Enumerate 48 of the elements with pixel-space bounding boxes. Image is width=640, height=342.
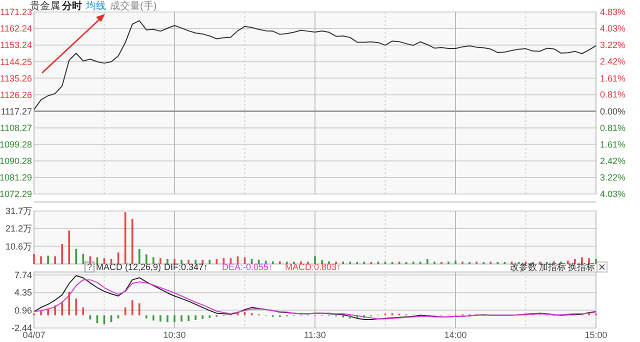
annotation: 换指标 — [568, 262, 595, 272]
y2-tick-label: 4.83% — [600, 7, 626, 18]
x-tick-label: 15:00 — [584, 330, 608, 340]
y-tick-label: 1153.24 — [0, 40, 32, 50]
y2-tick-label: 0.81% — [600, 123, 626, 134]
y-tick-label: 31.7万 — [5, 206, 32, 216]
annotation: 改参数 — [510, 262, 537, 272]
y-tick-label: 7.74 — [14, 270, 32, 280]
y-tick-label: 1099.28 — [0, 140, 32, 150]
y2-tick-label: 0.81% — [600, 90, 626, 100]
annotation: 分时 — [61, 0, 82, 12]
y-tick-label: 1117.27 — [0, 106, 32, 116]
x-tick-label: 14:00 — [444, 330, 467, 340]
y2-tick-label: 2.42% — [600, 156, 626, 166]
annotation: 加指标 — [539, 262, 566, 272]
y2-tick-label: 3.22% — [600, 40, 626, 50]
y2-tick-label: 4.03% — [600, 24, 626, 34]
text: MACD:0.803↑ — [285, 262, 342, 272]
x-tick-label: 11:30 — [304, 330, 326, 340]
text: DEA:-0.055↑ — [222, 262, 274, 272]
y2-tick-label: 1.61% — [600, 139, 626, 150]
y2-tick-label: 1.61% — [600, 73, 626, 84]
y-tick-label: 1081.29 — [0, 172, 32, 183]
x-tick-label: 04/07 — [22, 330, 46, 340]
y-tick-label: 1144.25 — [0, 56, 32, 67]
series-label: DIF:0.347↑ — [164, 262, 208, 272]
y-tick-label: 0.96 — [14, 305, 32, 316]
annotation: ? — [87, 262, 92, 272]
y-tick-label: 4.35 — [14, 288, 32, 298]
y2-tick-label: 4.03% — [600, 189, 626, 200]
y-tick-label: 21.2万 — [5, 224, 32, 234]
y-tick-label: 1171.23 — [0, 7, 32, 18]
chart-title: 贵金属 — [30, 0, 60, 12]
y2-tick-label: 0.00% — [600, 106, 626, 116]
y-tick-label: 10.6万 — [5, 241, 32, 252]
y-tick-label: 1072.29 — [0, 189, 32, 200]
annotation: MACD (12,26,9) — [96, 262, 162, 272]
y2-tick-label: 2.42% — [600, 56, 626, 67]
y-tick-label: 1135.26 — [0, 73, 32, 84]
y2-tick-label: 3.22% — [600, 172, 626, 183]
annotation: 成交量(手) — [110, 0, 157, 12]
x-tick-label: 10:30 — [163, 330, 186, 340]
y-tick-label: 1126.26 — [0, 90, 32, 100]
y-tick-label: 1090.28 — [0, 156, 32, 166]
annotation: 均线 — [85, 0, 106, 12]
line-series — [34, 20, 596, 110]
y-tick-label: 1162.24 — [0, 24, 32, 34]
y-tick-label: 1108.27 — [0, 122, 32, 133]
